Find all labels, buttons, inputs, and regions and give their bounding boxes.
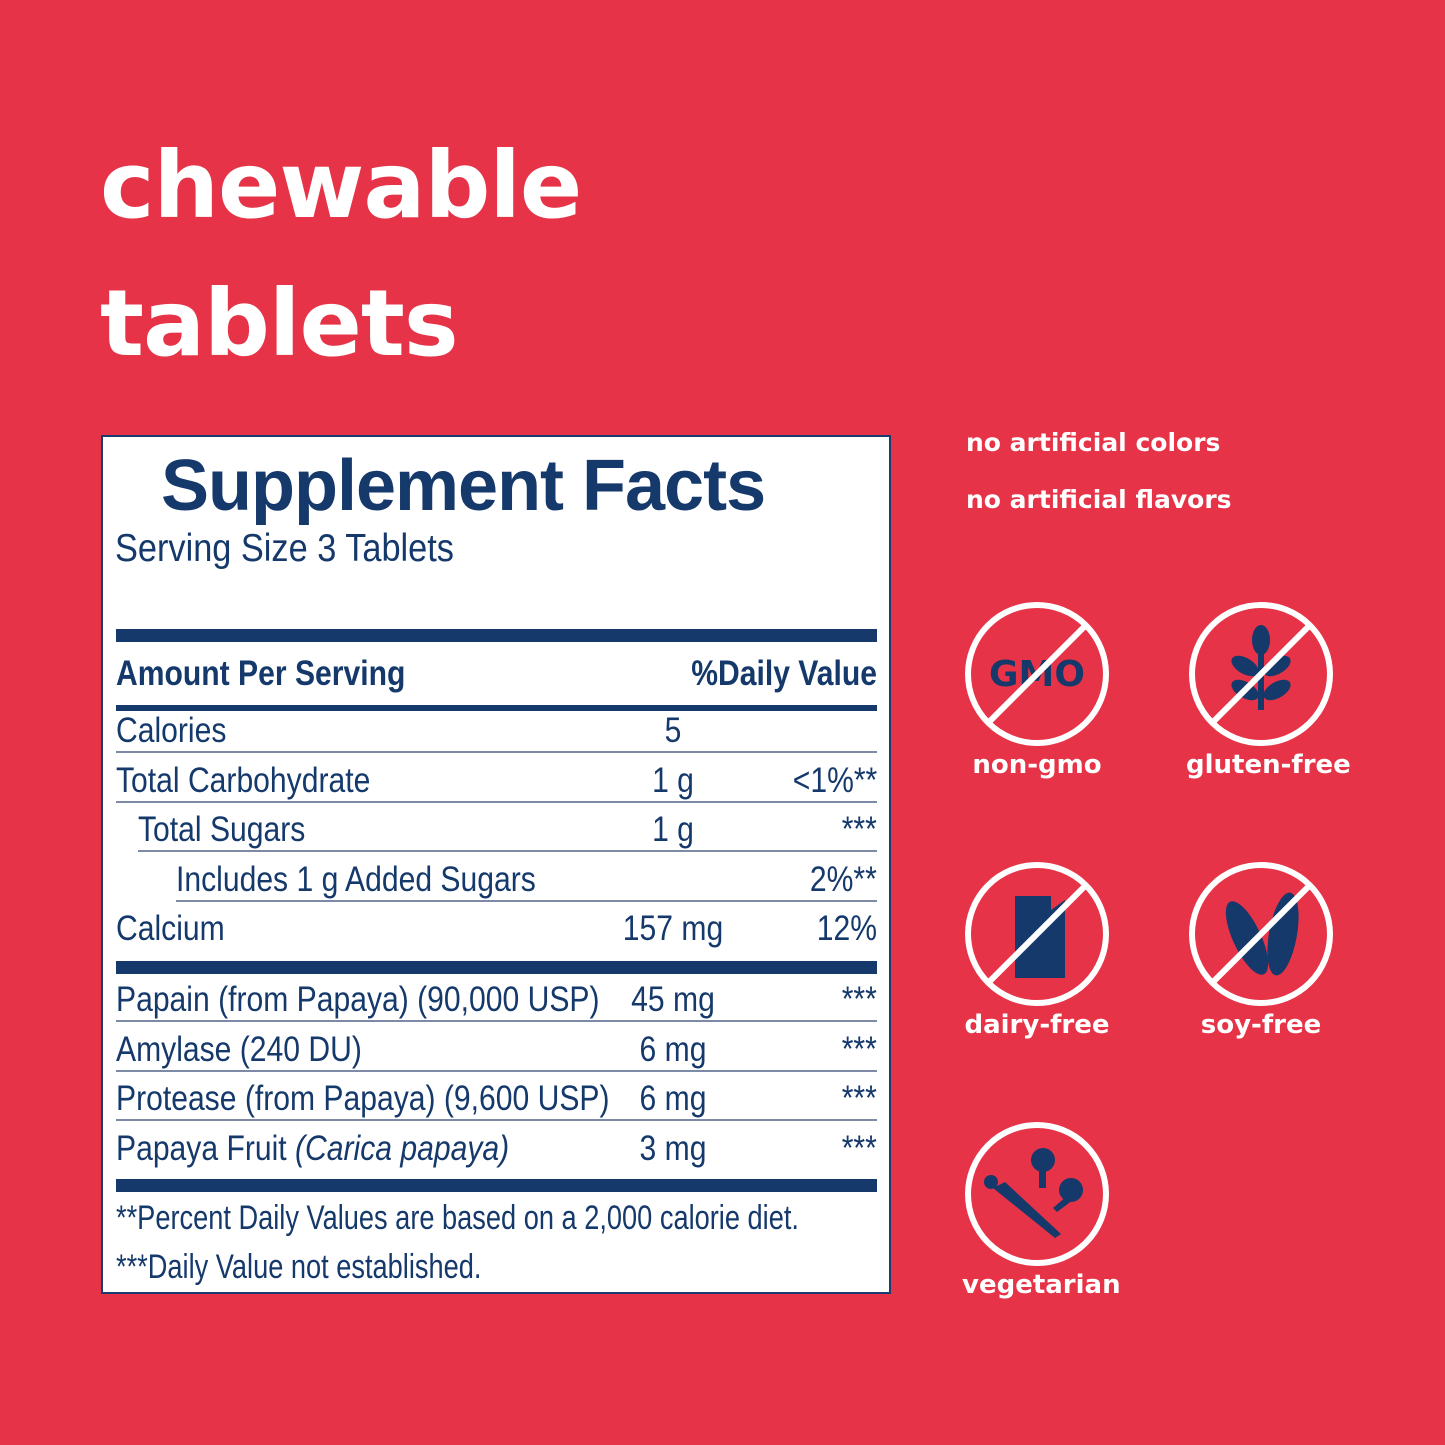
nutrient-name: Total Carbohydrate	[116, 760, 371, 800]
badge-label: soy-free	[1200, 1010, 1322, 1040]
row-amount: 6 mg	[639, 1029, 707, 1069]
no-milk-carton-icon	[965, 862, 1109, 1006]
badge-label: dairy-free	[964, 1010, 1110, 1040]
row-daily-value: <1%**	[792, 760, 877, 800]
row-divider	[116, 751, 877, 753]
row-name: Papaya Fruit (Carica papaya)	[116, 1131, 509, 1166]
badge-dairy-free: dairy-free	[962, 860, 1112, 1040]
nutrient-name: Total Sugars	[138, 810, 306, 849]
row-name: Calories	[116, 713, 226, 748]
row-daily-value: ***	[841, 980, 877, 1019]
nutrient-name: Protease (from Papaya) (9,600 USP)	[116, 1079, 610, 1118]
row-amount: 1 g	[652, 760, 694, 800]
nutrient-name: Calcium	[116, 909, 225, 948]
badge-vegetarian: vegetarian	[962, 1120, 1121, 1300]
row-amount: 6 mg	[639, 1079, 707, 1118]
row-name: Papain (from Papaya) (90,000 USP)	[116, 982, 600, 1017]
header-daily-value: %Daily Value	[691, 654, 877, 693]
facts-title: Supplement Facts	[161, 446, 766, 526]
nutrient-latin-name: (Carica papaya)	[295, 1128, 510, 1168]
row-amount: 3 mg	[639, 1128, 707, 1168]
row-name: Calcium	[116, 911, 225, 946]
row-name: Protease (from Papaya) (9,600 USP)	[116, 1081, 610, 1116]
row-amount: 45 mg	[631, 980, 715, 1019]
supplement-facts-panel: Supplement Facts Serving Size 3 Tablets …	[101, 435, 891, 1294]
badge-label: vegetarian	[962, 1270, 1121, 1300]
vegetables-icon	[965, 1122, 1109, 1266]
row-amount: 5	[664, 711, 682, 750]
badge-label: non-gmo	[972, 750, 1102, 780]
row-divider	[116, 1119, 877, 1121]
row-amount: 1 g	[652, 810, 694, 849]
badge-label: gluten-free	[1186, 750, 1351, 780]
no-wheat-icon	[1189, 602, 1333, 746]
row-name: Amylase (240 DU)	[116, 1032, 362, 1067]
row-name: Total Carbohydrate	[116, 763, 370, 798]
divider-medium	[116, 705, 877, 711]
nutrient-name: Calories	[116, 711, 227, 750]
row-name: Total Sugars	[138, 812, 305, 847]
header-amount: Amount Per Serving	[116, 654, 406, 693]
badge-non-gmo: GMO non-gmo	[962, 600, 1112, 780]
nutrient-name: Amylase (240 DU)	[116, 1029, 362, 1069]
claim-no-colors: no artificial colors	[966, 428, 1221, 457]
divider-thick	[116, 1179, 877, 1192]
serving-size: Serving Size 3 Tablets	[115, 527, 454, 570]
badge-gluten-free: gluten-free	[1186, 600, 1351, 780]
row-divider	[116, 1069, 877, 1072]
claim-no-flavors: no artificial flavors	[966, 485, 1232, 514]
divider-thick	[116, 961, 877, 974]
headline-line-2: tablets	[100, 270, 459, 377]
row-daily-value: 2%**	[810, 859, 877, 899]
row-divider	[176, 899, 877, 902]
row-name: Includes 1 g Added Sugars	[176, 862, 536, 897]
divider-thick	[116, 629, 877, 642]
no-gmo-icon: GMO	[965, 602, 1109, 746]
row-daily-value: ***	[841, 1079, 877, 1118]
footnote-dv: **Percent Daily Values are based on a 2,…	[116, 1199, 799, 1237]
no-soybean-icon	[1189, 862, 1333, 1006]
footnote-not-established: ***Daily Value not established.	[116, 1248, 482, 1286]
row-divider	[116, 1020, 877, 1022]
row-daily-value: 12%	[816, 909, 877, 948]
row-divider	[138, 850, 877, 852]
nutrient-name: Papaya Fruit	[116, 1128, 287, 1168]
headline-line-1: chewable	[100, 132, 582, 239]
row-daily-value: ***	[841, 810, 877, 849]
nutrient-name: Includes 1 g Added Sugars	[176, 859, 536, 899]
row-amount: 157 mg	[622, 909, 724, 948]
row-daily-value: ***	[841, 1029, 877, 1069]
nutrient-name: Papain (from Papaya) (90,000 USP)	[116, 980, 600, 1019]
badge-soy-free: soy-free	[1186, 860, 1336, 1040]
row-daily-value: ***	[841, 1128, 877, 1168]
row-divider	[116, 800, 877, 803]
